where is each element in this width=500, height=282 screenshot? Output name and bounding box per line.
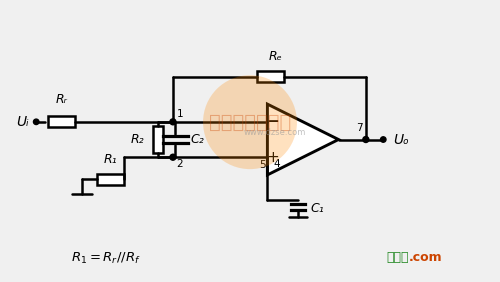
Text: 2: 2	[176, 159, 183, 169]
Text: Uₒ: Uₒ	[393, 133, 409, 147]
Circle shape	[34, 119, 39, 125]
Text: 维库电子市场网: 维库电子市场网	[209, 113, 291, 132]
Text: R₂: R₂	[130, 133, 144, 146]
Text: C₂: C₂	[190, 133, 204, 146]
Text: R₁: R₁	[104, 153, 118, 166]
Text: 4: 4	[274, 159, 280, 169]
Text: 5: 5	[259, 160, 266, 170]
Text: www.dzse.com: www.dzse.com	[244, 127, 306, 136]
Text: 1: 1	[176, 109, 183, 119]
Polygon shape	[268, 104, 338, 175]
Circle shape	[363, 136, 369, 142]
Text: Uᵢ: Uᵢ	[16, 115, 28, 129]
Circle shape	[170, 154, 176, 160]
Text: 接线图: 接线图	[386, 251, 409, 264]
Bar	[48, 116, 75, 127]
Text: C₁: C₁	[310, 202, 324, 215]
Circle shape	[380, 137, 386, 142]
Bar	[97, 174, 124, 185]
Text: Rₑ: Rₑ	[268, 50, 282, 63]
Text: .com: .com	[409, 251, 442, 264]
Text: 7: 7	[356, 123, 363, 133]
Text: −: −	[266, 114, 279, 129]
Circle shape	[170, 119, 176, 125]
Text: Rᵣ: Rᵣ	[56, 93, 67, 106]
Text: +: +	[266, 150, 279, 165]
Bar	[152, 126, 164, 153]
Text: $R_1=R_r//R_f$: $R_1=R_r//R_f$	[71, 251, 140, 266]
Bar	[257, 71, 284, 82]
